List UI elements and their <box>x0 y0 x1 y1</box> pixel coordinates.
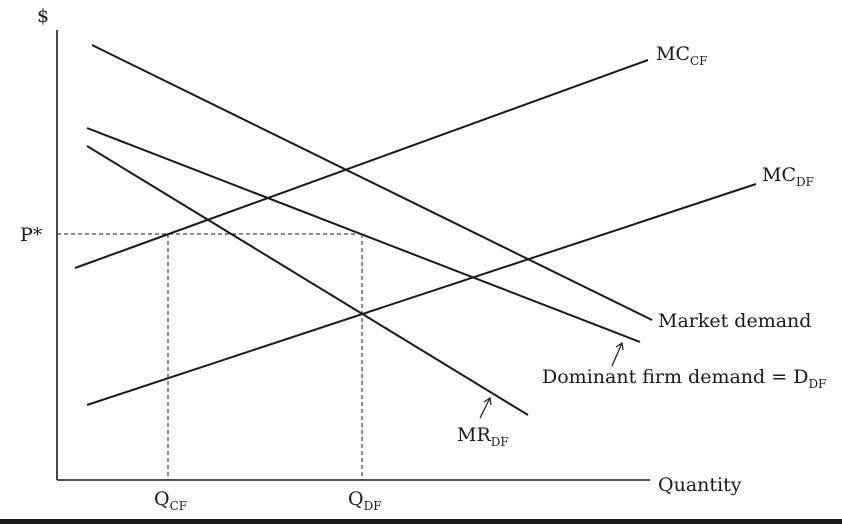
mr-df-arrow <box>479 396 492 419</box>
price-tick-label: P* <box>20 224 43 246</box>
bottom-border <box>0 519 842 524</box>
y-axis-label: $ <box>37 5 49 27</box>
mc-df-line <box>86 183 757 406</box>
dominant-demand-arrow <box>611 341 624 367</box>
mc-df-label: MCDF <box>762 164 814 189</box>
market-demand-line <box>91 44 653 321</box>
dominant-firm-demand-line <box>86 127 641 343</box>
mc-cf-label: MCCF <box>656 43 708 68</box>
dominant-demand-label: Dominant firm demand = DDF <box>542 366 826 391</box>
q-df-tick-label: QDF <box>348 488 382 513</box>
mr-df-line <box>86 145 529 416</box>
x-axis-label: Quantity <box>658 474 742 496</box>
mc-cf-line <box>74 59 649 269</box>
market-demand-label: Market demand <box>658 310 811 332</box>
q-cf-tick-label: QCF <box>154 488 187 513</box>
mr-df-label: MRDF <box>457 424 509 449</box>
